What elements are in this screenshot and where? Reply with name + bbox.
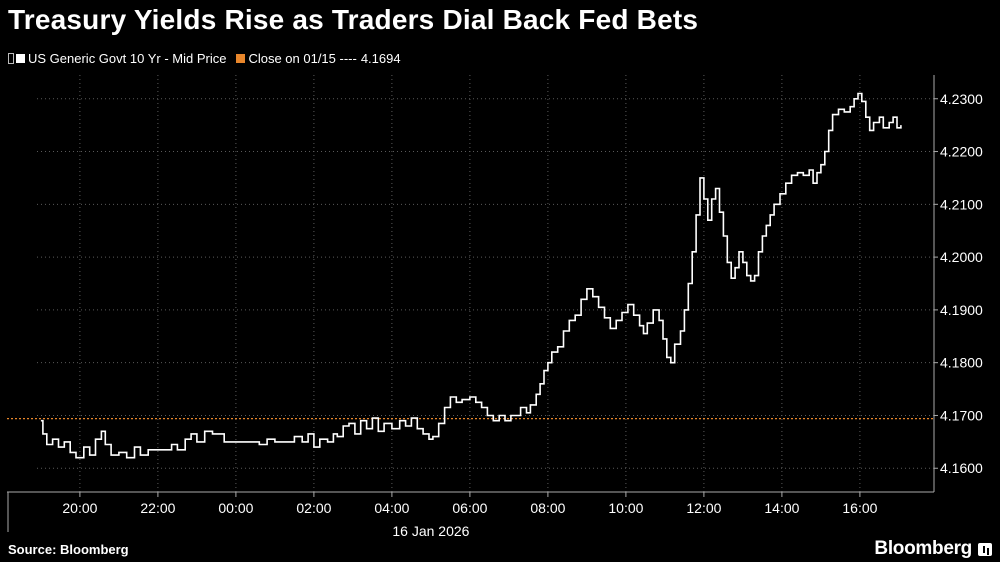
grid: [37, 75, 934, 492]
legend-swatch-reference: [236, 54, 246, 63]
bloomberg-chart-icon: [978, 543, 992, 556]
x-tick-label: 20:00: [62, 500, 97, 516]
y-tick-labels: 4.1600 4.1700 4.1800 4.1900 4.2000 4.2100 4.22…: [940, 91, 983, 476]
legend-swatch-series: [16, 54, 25, 63]
legend-pin-icon: [8, 53, 14, 64]
x-tick-label: 00:00: [218, 500, 253, 516]
legend: US Generic Govt 10 Yr - Mid Price Close …: [8, 51, 411, 66]
y-tick-label: 4.1900: [940, 302, 983, 318]
y-tick-label: 4.2300: [940, 91, 983, 107]
x-tick-label: 06:00: [452, 500, 487, 516]
series-group: [40, 92, 902, 459]
line-chart: 4.1600 4.1700 4.1800 4.1900 4.2000 4.2100 4.22…: [7, 75, 983, 539]
y-tick-label: 4.1600: [940, 460, 983, 476]
axes: [7, 75, 938, 532]
x-tick-label: 08:00: [530, 500, 565, 516]
y-tick-label: 4.2200: [940, 144, 983, 160]
x-tick-label: 22:00: [140, 500, 175, 516]
x-tick-label: 12:00: [686, 500, 721, 516]
chart-title: Treasury Yields Rise as Traders Dial Bac…: [8, 4, 699, 35]
source-note: Source: Bloomberg: [8, 542, 129, 557]
series-line: [40, 92, 902, 459]
x-tick-label: 10:00: [608, 500, 643, 516]
x-tick-labels: 20:00 22:00 00:00 02:00 04:00 06:00 08:00 10:00…: [62, 500, 877, 539]
legend-reference-label: Close on 01/15 ----: [248, 51, 357, 66]
y-tick-label: 4.1700: [940, 407, 983, 423]
legend-reference-value: 4.1694: [360, 51, 401, 66]
x-tick-label: 04:00: [374, 500, 409, 516]
x-date-label: 16 Jan 2026: [392, 523, 469, 539]
x-tick-label: 02:00: [296, 500, 331, 516]
legend-series-label: US Generic Govt 10 Yr - Mid Price: [28, 51, 227, 66]
y-tick-label: 4.2100: [940, 196, 983, 212]
legend-item-reference: Close on 01/15 ---- 4.1694: [236, 51, 401, 66]
y-tick-label: 4.1800: [940, 355, 983, 371]
y-tick-label: 4.2000: [940, 249, 983, 265]
x-tick-label: 16:00: [842, 500, 877, 516]
legend-item-series: US Generic Govt 10 Yr - Mid Price: [16, 51, 226, 66]
x-tick-label: 14:00: [764, 500, 799, 516]
bloomberg-logo: Bloomberg: [874, 538, 972, 559]
